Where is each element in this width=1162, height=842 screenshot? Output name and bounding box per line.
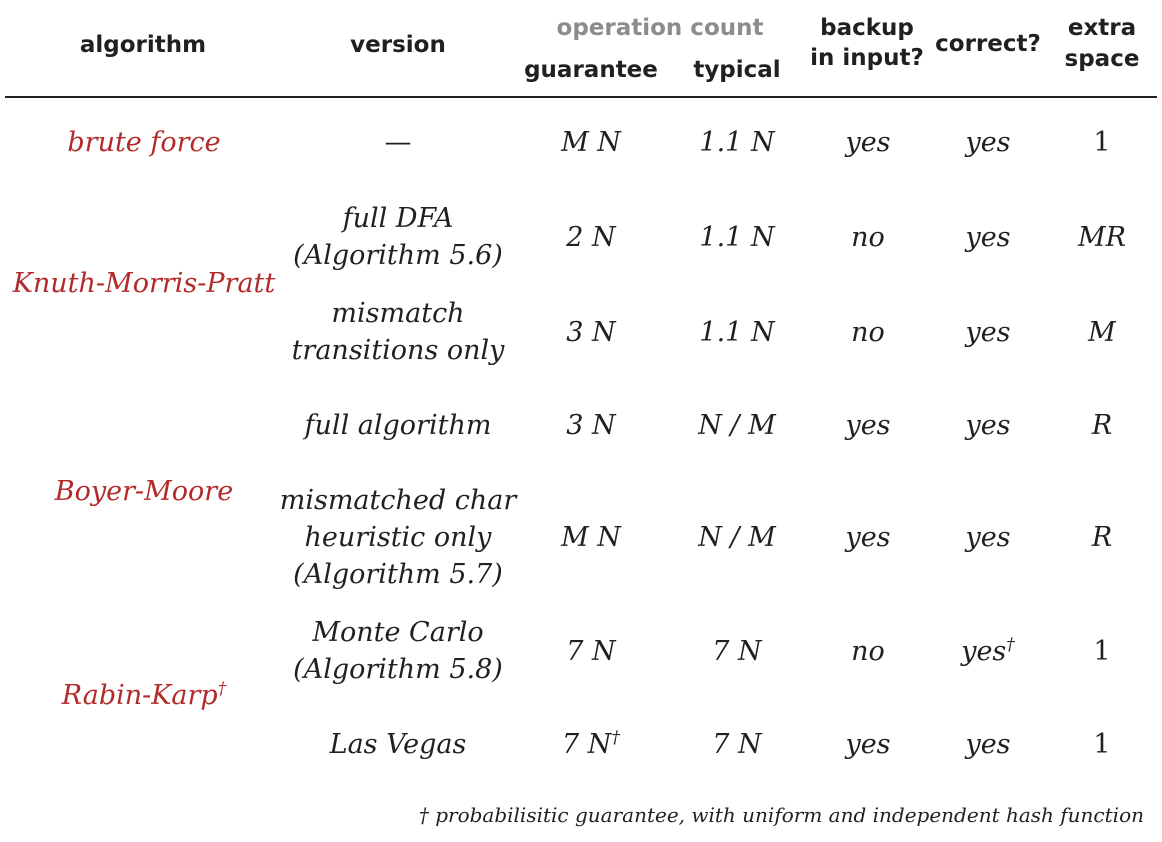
space-cell: R	[1091, 522, 1113, 553]
version-line: mismatched char	[279, 485, 517, 516]
version-cell: —	[258, 124, 538, 161]
typical-cell: N / M	[698, 522, 776, 553]
typical-cell: 1.1 N	[699, 317, 775, 348]
backup-cell: yes	[845, 127, 891, 158]
dagger-mark: †	[1006, 635, 1015, 655]
version-line: heuristic only	[304, 522, 492, 553]
header-rule	[5, 96, 1157, 98]
backup-cell: yes	[845, 522, 891, 553]
header-correct: correct?	[935, 31, 1041, 57]
header-backup-line1: backup	[820, 15, 914, 41]
algorithm-brute-force: brute force	[67, 127, 221, 158]
guarantee-cell: M N	[561, 127, 621, 158]
version-line: Las Vegas	[329, 729, 467, 760]
guarantee-cell: 7 N†	[521, 726, 661, 763]
header-extra-line2: space	[1064, 46, 1140, 72]
correct-cell: yes	[965, 317, 1011, 348]
version-line: Monte Carlo	[312, 617, 484, 648]
space-cell: 1	[1093, 729, 1111, 760]
correct-cell: yes	[965, 729, 1011, 760]
version-cell: mismatched char heuristic only (Algorith…	[258, 482, 538, 593]
version-cell: full DFA (Algorithm 5.6)	[258, 200, 538, 274]
algorithm-knuth-morris-pratt: Knuth-Morris-Pratt	[12, 268, 276, 299]
space-cell: MR	[1078, 222, 1126, 253]
correct-value: yes	[961, 636, 1007, 667]
version-line: transitions only	[291, 335, 505, 366]
guarantee-cell: 7 N	[566, 636, 616, 667]
version-dash: —	[384, 127, 412, 158]
typical-cell: 7 N	[712, 729, 762, 760]
guarantee-cell: 2 N	[566, 222, 616, 253]
typical-cell: 7 N	[712, 636, 762, 667]
guarantee-value: 7 N	[562, 729, 612, 760]
header-extra-line1: extra	[1067, 15, 1137, 41]
space-cell: R	[1091, 410, 1113, 441]
algorithm-rabin-karp-label: Rabin-Karp	[61, 680, 218, 711]
version-line: full algorithm	[304, 410, 492, 441]
header-backup-line2: in input?	[810, 45, 924, 71]
correct-cell: yes	[965, 222, 1011, 253]
version-line: mismatch	[331, 298, 465, 329]
correct-cell: yes	[965, 522, 1011, 553]
typical-cell: 1.1 N	[699, 127, 775, 158]
backup-cell: no	[851, 317, 885, 348]
correct-cell: yes†	[928, 633, 1048, 670]
dagger-mark: †	[217, 679, 227, 699]
algorithm-boyer-moore: Boyer-Moore	[54, 476, 234, 507]
guarantee-cell: M N	[561, 522, 621, 553]
version-cell: mismatch transitions only	[258, 295, 538, 369]
space-cell: M	[1088, 317, 1116, 348]
space-cell: 1	[1093, 636, 1111, 667]
typical-cell: 1.1 N	[699, 222, 775, 253]
version-cell: full algorithm	[258, 407, 538, 444]
guarantee-cell: 3 N	[566, 317, 616, 348]
version-cell: Monte Carlo (Algorithm 5.8)	[258, 614, 538, 688]
algorithm-rabin-karp: Rabin-Karp†	[24, 677, 264, 714]
header-typical: typical	[693, 57, 781, 83]
header-algorithm: algorithm	[79, 32, 207, 58]
backup-cell: yes	[845, 410, 891, 441]
version-line: (Algorithm 5.7)	[293, 559, 503, 590]
version-line: (Algorithm 5.8)	[293, 654, 503, 685]
header-guarantee: guarantee	[524, 57, 658, 83]
backup-cell: yes	[845, 729, 891, 760]
typical-cell: N / M	[698, 410, 776, 441]
correct-cell: yes	[965, 127, 1011, 158]
backup-cell: no	[851, 636, 885, 667]
dagger-mark: †	[611, 728, 620, 748]
version-line: (Algorithm 5.6)	[293, 240, 503, 271]
space-cell: 1	[1093, 127, 1111, 158]
version-line: full DFA	[342, 203, 454, 234]
header-version: version	[350, 32, 446, 58]
footnote: † probabilisitic guarantee, with uniform…	[418, 803, 1144, 827]
version-cell: Las Vegas	[258, 726, 538, 763]
guarantee-cell: 3 N	[566, 410, 616, 441]
backup-cell: no	[851, 222, 885, 253]
header-operation-count: operation count	[556, 15, 764, 41]
correct-cell: yes	[965, 410, 1011, 441]
